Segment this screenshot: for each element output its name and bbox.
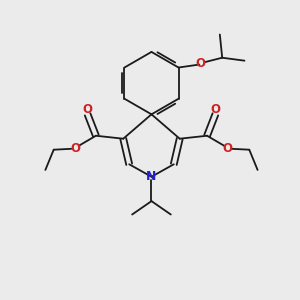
Text: O: O — [223, 142, 233, 155]
Text: O: O — [196, 57, 206, 70]
Text: N: N — [146, 170, 157, 183]
Text: O: O — [210, 103, 220, 116]
Text: O: O — [82, 103, 93, 116]
Text: O: O — [70, 142, 80, 155]
